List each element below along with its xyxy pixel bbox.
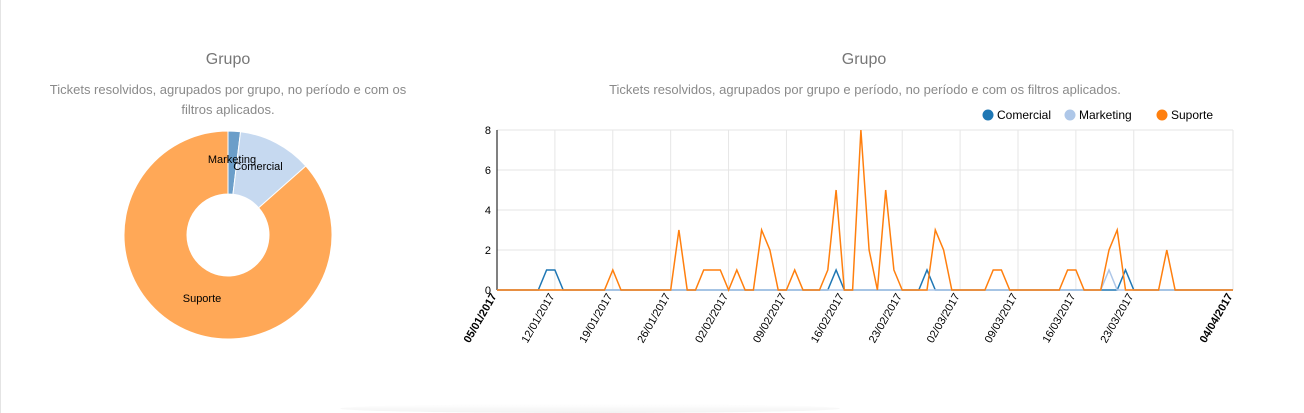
x-tick-label: 05/01/2017 xyxy=(462,292,500,346)
x-tick-label: 23/02/2017 xyxy=(867,292,905,346)
x-tick-label: 26/01/2017 xyxy=(635,292,673,346)
legend-label: Marketing xyxy=(1079,108,1132,122)
left-border xyxy=(0,0,1,413)
donut-label-suporte: Suporte xyxy=(183,293,222,305)
footer-shadow xyxy=(340,404,840,413)
line-subtitle: Tickets resolvidos, agrupados por grupo … xyxy=(609,82,1121,97)
legend-dot xyxy=(982,109,994,121)
x-tick-label: 02/03/2017 xyxy=(925,292,963,346)
x-tick-label: 09/02/2017 xyxy=(751,292,789,346)
donut-slice-suporte xyxy=(123,130,333,340)
y-tick-label: 4 xyxy=(485,205,491,217)
x-tick-label: 16/02/2017 xyxy=(809,292,847,346)
y-tick-label: 8 xyxy=(485,125,491,137)
x-tick-label: 09/03/2017 xyxy=(983,292,1021,346)
y-tick-label: 2 xyxy=(485,245,491,257)
legend-dot xyxy=(1156,109,1168,121)
x-tick-label: 12/01/2017 xyxy=(520,292,558,346)
x-tick-label: 02/02/2017 xyxy=(693,292,731,346)
legend-item-suporte[interactable]: Suporte xyxy=(1156,108,1214,122)
series-line-suporte xyxy=(497,129,1233,292)
x-tick-label: 19/01/2017 xyxy=(577,292,615,346)
series-line-marketing xyxy=(497,268,1233,291)
legend-item-comercial[interactable]: Comercial xyxy=(982,108,1052,122)
y-tick-label: 0 xyxy=(485,285,491,297)
donut-label-marketing: Marketing xyxy=(208,154,256,166)
legend-label: Comercial xyxy=(997,108,1051,122)
x-tick-label: 04/04/2017 xyxy=(1198,292,1236,346)
y-tick-label: 6 xyxy=(485,165,491,177)
x-tick-label: 23/03/2017 xyxy=(1098,292,1136,346)
x-tick-label: 16/03/2017 xyxy=(1041,292,1079,346)
line-chart: 0 2 4 6 8 05/01/2017 12/01/2017 19/01/2017 26/01… xyxy=(462,108,1236,346)
legend-dot xyxy=(1064,109,1076,121)
pie-title: Grupo xyxy=(205,51,251,68)
line-title: Grupo xyxy=(841,51,887,68)
donut-label-comercial: Comercial xyxy=(233,161,283,173)
pie-subtitle: Tickets resolvidos, agrupados por grupo,… xyxy=(49,82,407,117)
legend-label: Suporte xyxy=(1171,108,1213,122)
legend-item-marketing[interactable]: Marketing xyxy=(1064,108,1132,122)
